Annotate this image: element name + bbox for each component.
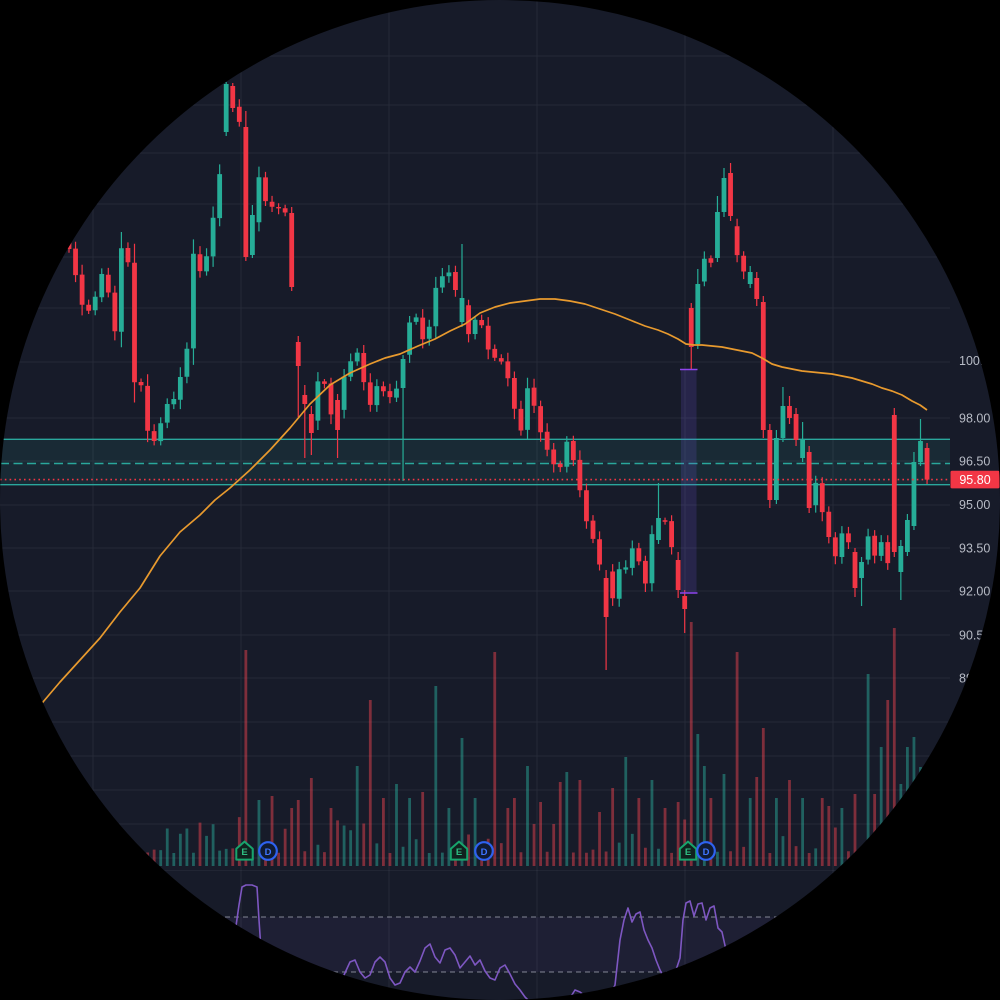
svg-text:96.50: 96.50 (959, 454, 990, 468)
svg-text:D: D (265, 847, 272, 858)
svg-text:D: D (481, 847, 488, 858)
svg-text:95.80: 95.80 (959, 473, 990, 487)
svg-text:98.00: 98.00 (959, 411, 990, 425)
svg-text:D: D (703, 847, 710, 858)
svg-text:E: E (241, 847, 247, 858)
svg-text:93.50: 93.50 (959, 541, 990, 555)
svg-text:E: E (456, 847, 462, 858)
svg-text:E: E (685, 847, 691, 858)
svg-text:95.00: 95.00 (959, 498, 990, 512)
svg-text:92.00: 92.00 (959, 584, 990, 598)
